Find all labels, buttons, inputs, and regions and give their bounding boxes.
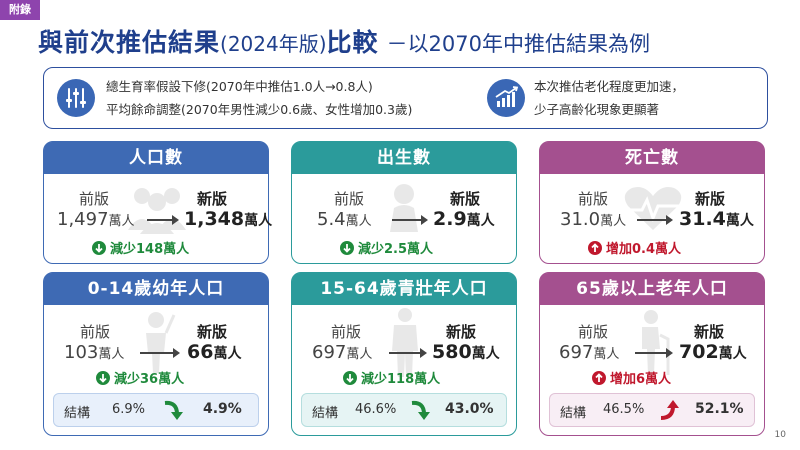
structure-label: 結構 xyxy=(64,406,91,421)
old-value: 103萬人 xyxy=(64,342,125,363)
old-value: 697萬人 xyxy=(559,342,620,363)
trend-down-icon xyxy=(411,400,430,420)
sliders-icon xyxy=(57,79,95,117)
old-value: 5.4萬人 xyxy=(317,209,372,230)
new-value: 702萬人 xyxy=(679,341,747,363)
arrow-icon xyxy=(635,348,673,358)
page-number: 10 xyxy=(774,430,786,440)
new-value: 66萬人 xyxy=(187,341,242,363)
heartbeat-icon xyxy=(624,187,682,230)
change-indicator: 增加0.4萬人 xyxy=(588,238,681,257)
change-indicator: 減少2.5萬人 xyxy=(340,238,433,257)
structure-new: 4.9% xyxy=(203,401,242,417)
title-main-a: 與前次推估結果 xyxy=(38,28,221,57)
new-version-label: 新版 xyxy=(197,323,228,341)
title-main-b: 比較 xyxy=(326,28,379,57)
card-children: 0-14歲幼年人口 前版 新版 103萬人 66萬人 減少36萬人 結構 6.9… xyxy=(43,272,269,436)
card-title: 死亡數 xyxy=(540,142,764,174)
adult-icon xyxy=(392,308,418,377)
structure-box: 結構 6.9% 4.9% xyxy=(53,393,259,427)
old-version-label: 前版 xyxy=(80,323,111,341)
old-version-label: 前版 xyxy=(578,323,609,341)
up-arrow-icon xyxy=(592,370,606,385)
card-population: 人口數 前版 新版 1,497萬人 1,348萬人 減少148萬人 xyxy=(43,141,273,264)
new-version-label: 新版 xyxy=(450,190,481,208)
structure-box: 結構 46.6% 43.0% xyxy=(301,393,507,427)
card-title: 出生數 xyxy=(292,142,516,174)
child-icon xyxy=(146,312,176,373)
down-arrow-icon xyxy=(343,370,357,385)
new-value: 31.4萬人 xyxy=(679,208,754,230)
old-value: 1,497萬人 xyxy=(57,209,135,230)
structure-new: 43.0% xyxy=(445,401,494,417)
arrow-icon xyxy=(147,215,179,225)
structure-new: 52.1% xyxy=(695,401,744,417)
old-version-label: 前版 xyxy=(334,190,365,208)
structure-label: 結構 xyxy=(312,406,339,421)
up-arrow-icon xyxy=(588,240,602,255)
trend-down-icon xyxy=(164,400,183,420)
change-indicator: 增加6萬人 xyxy=(592,368,671,387)
new-version-label: 新版 xyxy=(695,190,726,208)
card-title: 65歲以上老年人口 xyxy=(540,273,764,305)
title-subtitle: －以2070年中推估結果為例 xyxy=(386,32,650,56)
old-version-label: 前版 xyxy=(79,190,110,208)
old-version-label: 前版 xyxy=(331,323,362,341)
structure-old: 46.5% xyxy=(603,402,645,417)
structure-label: 結構 xyxy=(560,406,587,421)
old-value: 697萬人 xyxy=(312,342,373,363)
card-deaths: 死亡數 前版 新版 31.0萬人 31.4萬人 增加0.4萬人 xyxy=(539,141,765,264)
change-indicator: 減少148萬人 xyxy=(92,238,189,257)
down-arrow-icon xyxy=(340,240,354,255)
card-working-age: 15-64歲青壯年人口 前版 新版 697萬人 580萬人 減少118萬人 結構… xyxy=(291,272,517,436)
new-version-label: 新版 xyxy=(197,190,228,208)
title-version: (2024年版) xyxy=(220,32,327,56)
arrow-icon xyxy=(389,348,427,358)
change-indicator: 減少36萬人 xyxy=(96,368,184,387)
baby-icon xyxy=(390,184,418,232)
structure-old: 46.6% xyxy=(355,402,397,417)
new-value: 1,348萬人 xyxy=(184,208,273,230)
growth-chart-icon xyxy=(487,79,525,117)
appendix-tag: 附錄 xyxy=(0,0,40,20)
new-version-label: 新版 xyxy=(446,323,477,341)
card-title: 0-14歲幼年人口 xyxy=(44,273,268,305)
arrow-icon xyxy=(140,348,180,358)
assumption-fertility: 總生育率假設下修(2070年中推估1.0人→0.8人) xyxy=(106,79,373,94)
structure-old: 6.9% xyxy=(112,402,146,417)
old-version-label: 前版 xyxy=(578,190,609,208)
new-version-label: 新版 xyxy=(694,323,725,341)
new-value: 2.9萬人 xyxy=(433,208,495,230)
conclusion-line-2: 少子高齡化現象更顯著 xyxy=(534,102,660,117)
arrow-icon xyxy=(392,215,428,225)
page-title: 與前次推估結果 (2024年版) 比較 －以2070年中推估結果為例 xyxy=(38,23,650,63)
arrow-icon xyxy=(637,215,673,225)
down-arrow-icon xyxy=(92,240,106,255)
conclusion-line-1: 本次推估老化程度更加速， xyxy=(534,79,685,94)
card-title: 15-64歲青壯年人口 xyxy=(292,273,516,305)
old-value: 31.0萬人 xyxy=(560,209,627,230)
card-title: 人口數 xyxy=(44,142,268,174)
assumption-life-expectancy: 平均餘命調整(2070年男性減少0.6歲、女性增加0.3歲) xyxy=(106,102,413,117)
card-births: 出生數 前版 新版 5.4萬人 2.9萬人 減少2.5萬人 xyxy=(291,141,517,264)
structure-box: 結構 46.5% 52.1% xyxy=(549,393,755,427)
new-value: 580萬人 xyxy=(432,341,500,363)
elderly-icon xyxy=(642,310,670,375)
trend-up-icon xyxy=(660,400,679,420)
card-elderly: 65歲以上老年人口 前版 新版 697萬人 702萬人 增加6萬人 結構 46.… xyxy=(539,272,765,436)
down-arrow-icon xyxy=(96,370,110,385)
assumption-summary: 總生育率假設下修(2070年中推估1.0人→0.8人) 平均餘命調整(2070年… xyxy=(43,67,768,129)
change-indicator: 減少118萬人 xyxy=(343,368,440,387)
